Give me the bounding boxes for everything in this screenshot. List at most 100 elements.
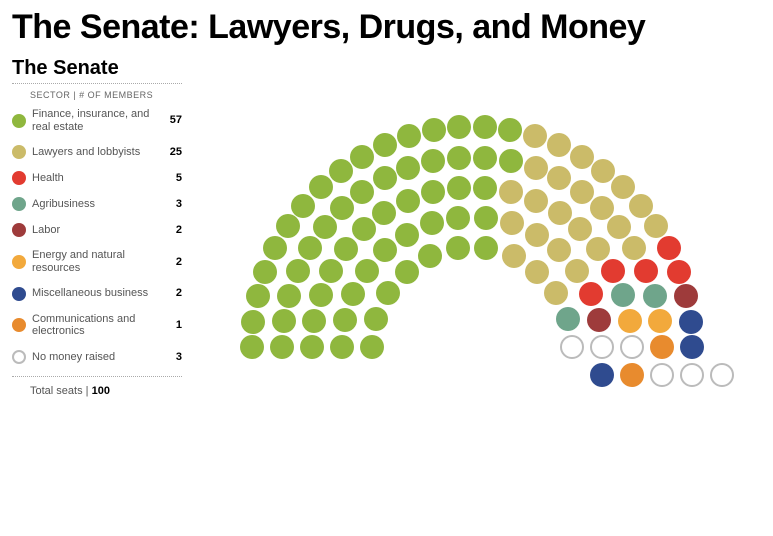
seat-finance: [277, 284, 301, 308]
seat-lawyers: [523, 124, 547, 148]
seat-finance: [499, 149, 523, 173]
seat-finance: [447, 146, 471, 170]
seat-finance: [418, 244, 442, 268]
seat-finance: [253, 260, 277, 284]
seat-finance: [397, 124, 421, 148]
seat-health: [601, 259, 625, 283]
legend-item-misc: Miscellaneous business2: [12, 287, 182, 301]
seat-finance: [352, 217, 376, 241]
swatch-icon: [12, 171, 26, 185]
seat-lawyers: [644, 214, 668, 238]
seat-energy: [648, 309, 672, 333]
legend-header: SECTOR | # OF MEMBERS: [12, 83, 182, 108]
legend-total-value: 100: [92, 385, 110, 397]
seat-finance: [270, 335, 294, 359]
seat-lawyers: [525, 260, 549, 284]
seat-none: [710, 363, 734, 387]
legend-item-health: Health5: [12, 171, 182, 185]
seat-finance: [372, 201, 396, 225]
seat-finance: [395, 223, 419, 247]
seat-finance: [447, 115, 471, 139]
seat-none: [560, 335, 584, 359]
seat-finance: [473, 115, 497, 139]
seat-lawyers: [547, 166, 571, 190]
legend-label: Miscellaneous business: [32, 287, 172, 300]
seat-finance: [421, 180, 445, 204]
seat-finance: [360, 335, 384, 359]
seat-lawyers: [499, 180, 523, 204]
seat-finance: [286, 259, 310, 283]
seat-finance: [302, 309, 326, 333]
seat-lawyers: [629, 194, 653, 218]
seat-finance: [241, 310, 265, 334]
seat-health: [579, 282, 603, 306]
seat-agri: [611, 283, 635, 307]
seat-finance: [246, 284, 270, 308]
legend-total-label: Total seats: [30, 385, 83, 397]
seat-misc: [680, 335, 704, 359]
seat-finance: [474, 236, 498, 260]
seat-finance: [341, 282, 365, 306]
seat-comm: [620, 363, 644, 387]
seat-none: [620, 335, 644, 359]
legend-label: No money raised: [32, 351, 172, 364]
seat-lawyers: [502, 244, 526, 268]
seat-lawyers: [590, 196, 614, 220]
content-area: The Senate SECTOR | # OF MEMBERS Finance…: [0, 47, 773, 457]
seat-lawyers: [622, 236, 646, 260]
legend-count: 57: [170, 114, 182, 127]
seat-lawyers: [591, 159, 615, 183]
seat-finance: [373, 133, 397, 157]
seat-lawyers: [586, 237, 610, 261]
seat-finance: [474, 206, 498, 230]
seat-finance: [276, 214, 300, 238]
seat-finance: [298, 236, 322, 260]
swatch-icon: [12, 145, 26, 159]
seat-finance: [350, 145, 374, 169]
legend-item-lawyers: Lawyers and lobbyists 25: [12, 145, 182, 159]
legend-label: Energy and natural resources: [32, 249, 172, 274]
seat-finance: [498, 118, 522, 142]
legend-item-agri: Agribusiness3: [12, 197, 182, 211]
seat-lawyers: [570, 145, 594, 169]
seat-health: [657, 236, 681, 260]
seat-lawyers: [524, 156, 548, 180]
legend-item-comm: Communications and electronics1: [12, 313, 182, 338]
seat-agri: [643, 284, 667, 308]
seat-finance: [446, 206, 470, 230]
legend-item-energy: Energy and natural resources2: [12, 249, 182, 274]
legend-label: Finance, insurance, and real estate: [32, 108, 166, 133]
legend-label: Lawyers and lobbyists: [32, 146, 166, 159]
swatch-icon: [12, 197, 26, 211]
seat-finance: [291, 194, 315, 218]
seat-finance: [329, 159, 353, 183]
seat-finance: [396, 156, 420, 180]
seat-lawyers: [524, 189, 548, 213]
seat-lawyers: [607, 215, 631, 239]
legend-label: Labor: [32, 224, 172, 237]
seat-finance: [446, 236, 470, 260]
seat-none: [590, 335, 614, 359]
seat-misc: [590, 363, 614, 387]
seat-comm: [650, 335, 674, 359]
seat-finance: [300, 335, 324, 359]
seat-lawyers: [544, 281, 568, 305]
legend-item-none: No money raised3: [12, 350, 182, 364]
swatch-icon: [12, 318, 26, 332]
seat-finance: [333, 308, 357, 332]
seat-finance: [309, 175, 333, 199]
seat-finance: [422, 118, 446, 142]
legend-count: 25: [170, 146, 182, 159]
seat-lawyers: [548, 201, 572, 225]
seat-lawyers: [547, 238, 571, 262]
seat-finance: [350, 180, 374, 204]
legend-item-finance: Finance, insurance, and real estate 57: [12, 108, 182, 133]
seat-finance: [421, 149, 445, 173]
seat-finance: [373, 238, 397, 262]
seat-finance: [396, 189, 420, 213]
swatch-icon: [12, 255, 26, 269]
page-title: The Senate: Lawyers, Drugs, and Money: [0, 0, 773, 47]
seat-finance: [330, 196, 354, 220]
seat-finance: [376, 281, 400, 305]
seat-labor: [674, 284, 698, 308]
